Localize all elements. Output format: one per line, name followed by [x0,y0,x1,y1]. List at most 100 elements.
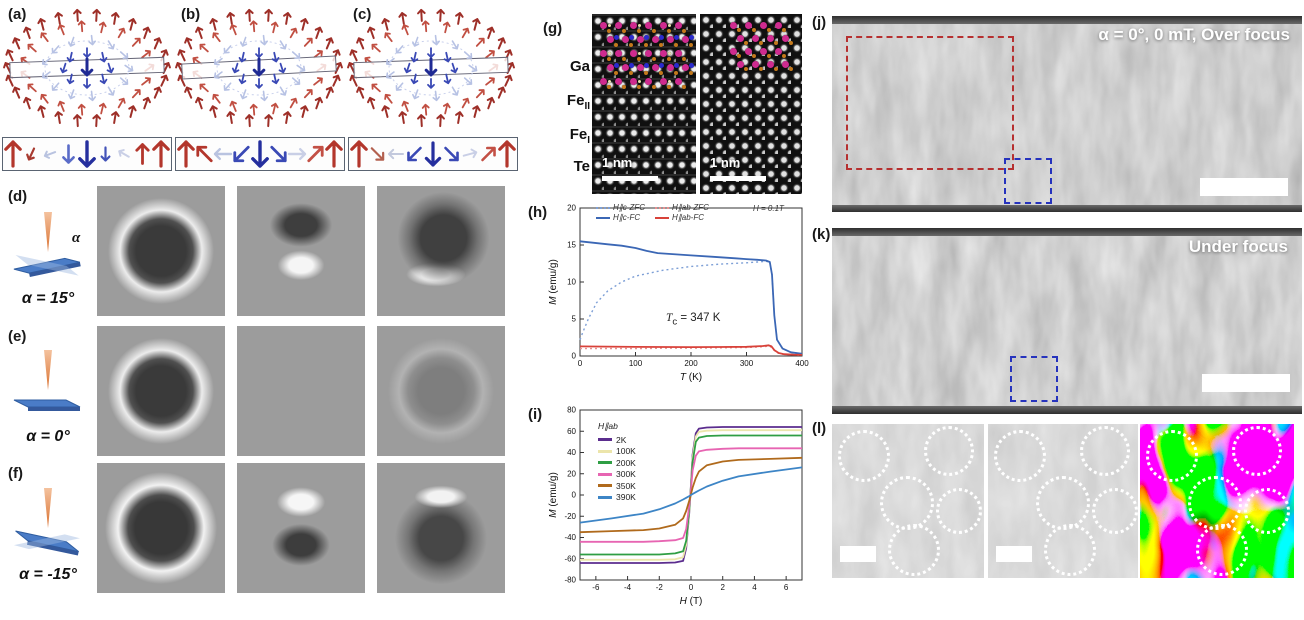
ltem-overfocus-image: α = 0°, 0 mT, Over focus [832,16,1302,212]
ltem-sim-tile-e3 [377,326,505,456]
atom-overlay-dot [652,85,656,89]
atom-overlay-dot [737,54,741,58]
atom-overlay-dot [629,63,634,68]
atom-overlay-dot [775,22,782,29]
atom-overlay-dot [760,22,767,29]
atom-overlay-dot [689,35,694,40]
mt-legend-entry: H∥ab-FC [655,213,709,222]
ltem-sim-tile-d1 [97,186,225,316]
tilt-geometry-icon-d: α [13,212,81,278]
atom-overlay-dot [638,80,641,83]
atom-overlay-dot [614,63,619,68]
skyrmion-marker-circle [994,430,1046,482]
svg-text:H (T): H (T) [680,596,703,607]
blue-roi-box-j [1004,158,1052,204]
svg-text:5: 5 [572,315,577,324]
svg-text:400: 400 [795,359,809,368]
atom-overlay-dot [674,63,679,68]
ltem-sim-tile-d2 [237,186,365,316]
atom-overlay-dot [689,43,693,47]
skyrmion-marker-circle [1080,426,1130,476]
atom-overlay-dot [668,24,671,27]
spin-profile-strip-c [348,137,518,171]
atom-overlay-dot [638,24,641,27]
spin-profile-strip-b [175,137,345,171]
atom-overlay-dot [660,22,667,29]
atom-overlay-dot [774,67,778,71]
atom-overlay-dot [667,36,674,43]
stem-image-plan-view [700,14,802,194]
atom-overlay-dot [745,22,752,29]
svg-text:2: 2 [720,583,725,592]
atom-overlay-dot [644,35,649,40]
atom-overlay-dot [622,36,629,43]
stem-scale-label-left: 1 nm [602,155,633,170]
annotation-subscript: c [672,316,678,328]
skyrmion-marker-circle [838,430,890,482]
atom-overlay-dot [737,61,744,68]
mh-legend-entry: 390K [598,492,636,502]
skyrmion-phase-map [1140,424,1294,578]
atom-overlay-dot [652,29,656,33]
atom-overlay-dot [667,64,674,71]
atom-overlay-dot [630,78,637,85]
atom-overlay-dot [652,36,659,43]
atom-overlay-dot [615,50,622,57]
mh-legend-entry: 100K [598,446,636,456]
atom-overlay-dot [607,64,614,71]
svg-text:-80: -80 [564,576,576,585]
scale-bar-l2 [996,546,1032,562]
mh-legend-entry: 350K [598,481,636,491]
atom-overlay-dot [659,71,663,75]
legend-swatch [596,216,610,219]
atom-overlay-dot [600,78,607,85]
mh-chart-legend: H∥ab 2K 100K 200K 300K 350K 390K [598,421,636,502]
atom-overlay-dot [737,28,741,32]
atom-overlay-dot [730,48,737,55]
underfocus-caption: Under focus [1188,237,1288,256]
tilt-angle-label-e: α = 0° [26,428,70,445]
ltem-sim-tile-e1 [97,326,225,456]
svg-text:0: 0 [689,583,694,592]
skyrmion-marker-circle [936,488,982,534]
svg-text:M (emu/g): M (emu/g) [548,472,559,518]
atom-overlay-dot [759,41,763,45]
svg-text:0: 0 [572,491,577,500]
svg-text:-4: -4 [624,583,632,592]
atom-overlay-dot [622,29,626,33]
atom-overlay-dot [644,71,648,75]
skyrmion-marker-circle [1188,476,1242,530]
annotation-symbol: T [666,312,673,324]
svg-text:-6: -6 [592,583,600,592]
stem-scale-bar-left [602,176,658,181]
atom-legend-item-feii: FeII [538,92,604,112]
atom-overlay-dot [737,35,744,42]
panel-label-e: (e) [8,328,27,345]
skyrmion-marker-circle [1044,524,1096,576]
skyrmion-marker-circle [880,476,934,530]
mt-legend-entry: H∥c-ZFC [596,203,645,212]
svg-text:60: 60 [567,427,576,436]
svg-text:-2: -2 [656,583,664,592]
legend-swatch [598,438,612,441]
tilt-angle-label-d: α = 15° [21,290,75,307]
atom-overlay-dot [682,36,689,43]
atom-overlay-dot [652,57,656,61]
panel-label-j: (j) [812,14,827,31]
atom-overlay-dot [608,24,611,27]
atom-overlay-dot [637,36,644,43]
tilt-geometry-icon-e [13,350,81,411]
atom-overlay-dot [674,43,678,47]
atom-overlay-dot [660,50,667,57]
atom-legend-item-fei: FeI [538,126,604,146]
mh-legend-entry: 200K [598,458,636,468]
blue-roi-box-k [1010,356,1058,402]
legend-swatch [598,495,612,499]
skyrmion-marker-circle [1036,476,1090,530]
spin-strip-arrows [177,140,343,168]
skyrmion-image-overfocus [832,424,984,578]
svg-text:0: 0 [578,359,583,368]
mt-chart: 0 100 200 300 400 0 5 10 15 20 T (K) M (emu/g) [548,204,809,383]
atom-overlay-dot [644,63,649,68]
scale-bar-l1 [840,546,876,562]
